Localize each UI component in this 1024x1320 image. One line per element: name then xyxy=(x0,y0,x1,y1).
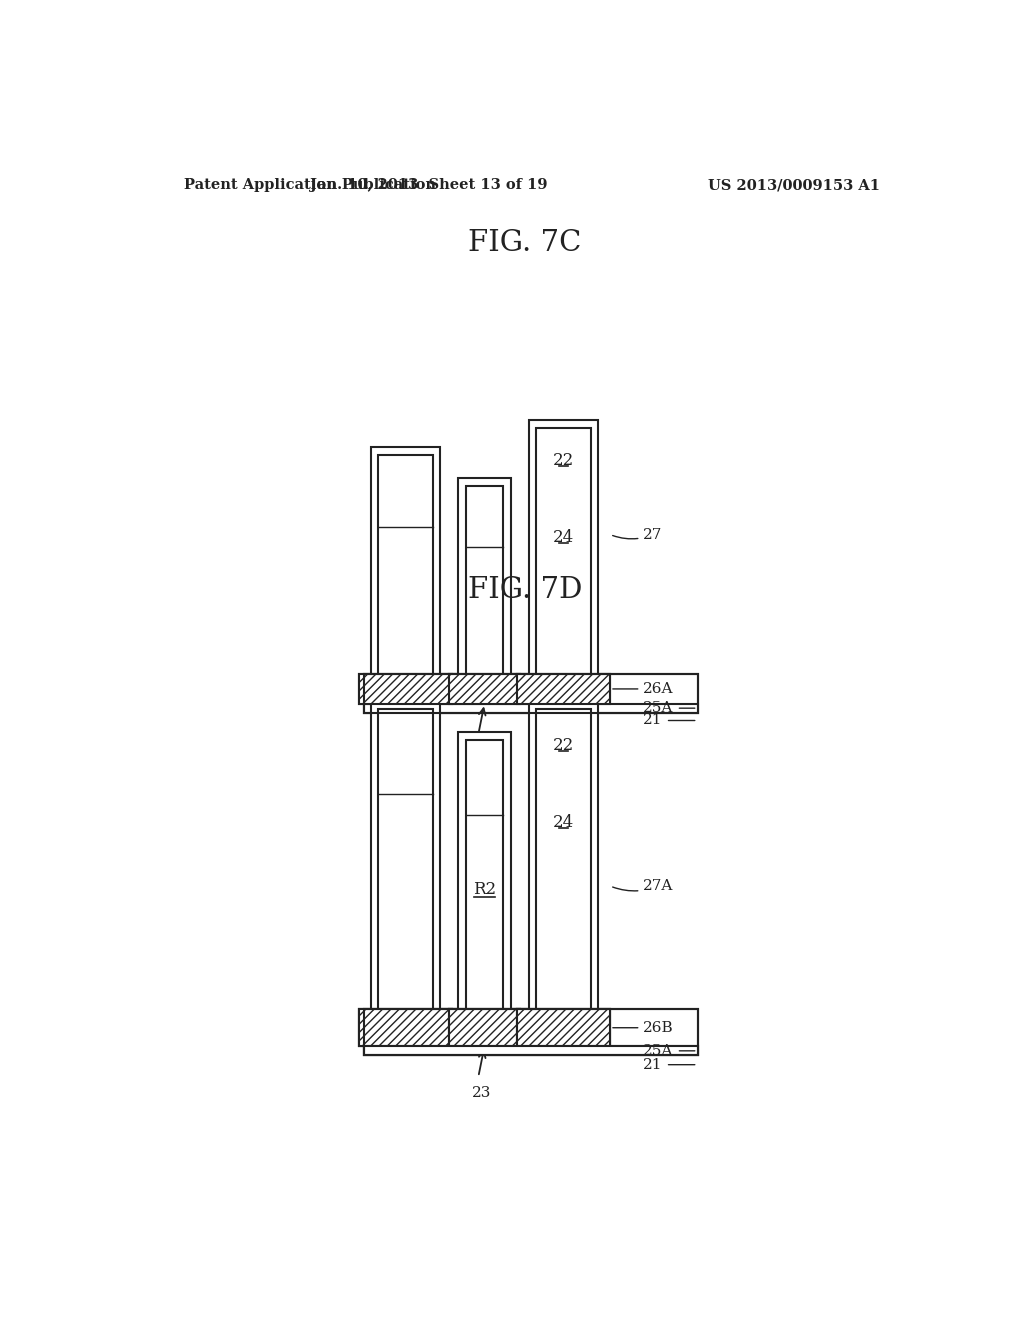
Bar xyxy=(517,1010,610,1047)
Bar xyxy=(511,1010,520,1047)
Bar xyxy=(598,675,610,704)
Text: FIG. 7D: FIG. 7D xyxy=(468,576,582,603)
Text: R2: R2 xyxy=(473,882,496,898)
Text: 23: 23 xyxy=(472,742,492,756)
Bar xyxy=(528,420,598,675)
Text: 25A: 25A xyxy=(643,1044,695,1057)
Text: 24: 24 xyxy=(553,529,574,545)
Bar xyxy=(466,739,503,1010)
Bar xyxy=(359,675,371,704)
Text: FIG. 7C: FIG. 7C xyxy=(468,230,582,257)
Bar xyxy=(440,1010,452,1047)
Bar xyxy=(359,1010,371,1047)
Bar xyxy=(511,675,520,704)
Bar xyxy=(458,733,511,1010)
Bar xyxy=(359,1010,452,1047)
Bar xyxy=(466,486,503,675)
Bar xyxy=(517,1010,528,1047)
Bar xyxy=(537,709,591,1010)
Bar xyxy=(365,1010,697,1056)
Bar xyxy=(371,447,440,675)
Bar xyxy=(537,428,591,675)
Bar xyxy=(365,675,697,713)
Text: 27A: 27A xyxy=(612,879,674,894)
Text: Patent Application Publication: Patent Application Publication xyxy=(183,178,436,193)
Text: 21: 21 xyxy=(643,714,695,727)
Bar xyxy=(365,675,697,713)
Bar xyxy=(371,701,440,1010)
Text: 26A: 26A xyxy=(612,682,674,696)
Text: 25A: 25A xyxy=(643,701,695,715)
Text: 26B: 26B xyxy=(612,1020,674,1035)
Bar xyxy=(517,675,528,704)
Text: 27: 27 xyxy=(612,528,663,541)
Bar xyxy=(359,1010,452,1047)
Bar xyxy=(365,1010,697,1056)
Bar xyxy=(440,675,452,704)
Bar xyxy=(365,1047,697,1056)
Bar xyxy=(517,675,610,704)
Bar xyxy=(449,675,520,704)
Text: 21: 21 xyxy=(643,1057,695,1072)
Text: US 2013/0009153 A1: US 2013/0009153 A1 xyxy=(708,178,880,193)
Bar xyxy=(365,704,697,713)
Bar xyxy=(449,675,458,704)
Bar xyxy=(517,1010,610,1047)
Text: 24: 24 xyxy=(553,813,574,830)
Bar xyxy=(528,701,598,1010)
Bar xyxy=(449,1010,458,1047)
Bar xyxy=(359,675,452,704)
Bar xyxy=(449,1010,520,1047)
Bar xyxy=(378,455,432,675)
Bar xyxy=(598,1010,610,1047)
Bar xyxy=(449,1010,520,1047)
Bar xyxy=(458,478,511,675)
Bar xyxy=(378,709,432,1010)
Text: Jan. 10, 2013  Sheet 13 of 19: Jan. 10, 2013 Sheet 13 of 19 xyxy=(310,178,548,193)
Text: 22: 22 xyxy=(553,737,574,754)
Text: 23: 23 xyxy=(472,1086,492,1101)
Bar xyxy=(365,1047,697,1056)
Text: 22: 22 xyxy=(553,451,574,469)
